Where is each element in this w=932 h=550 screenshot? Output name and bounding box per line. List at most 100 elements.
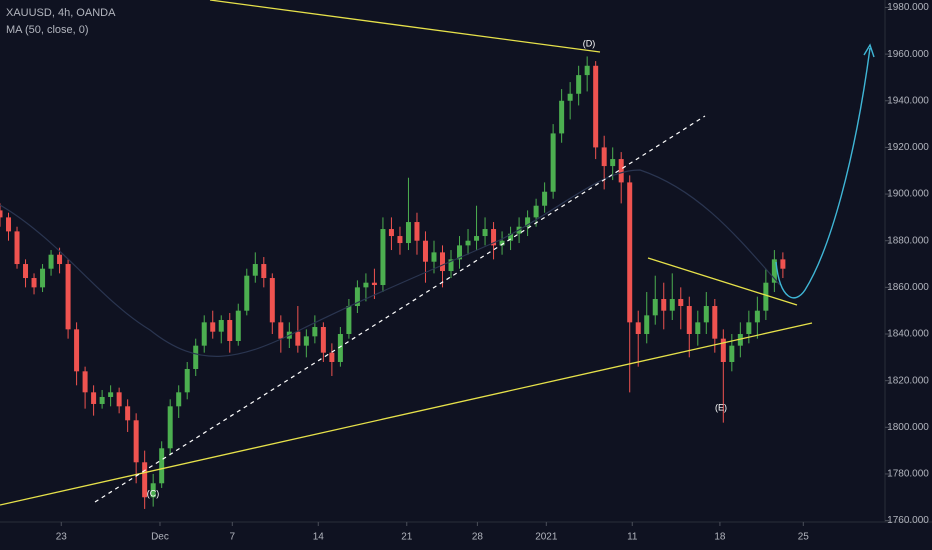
trend-line (209, 0, 601, 53)
projection-curve (775, 47, 871, 299)
candle-body (644, 315, 650, 335)
candle-body (167, 406, 173, 449)
candle-body (703, 306, 709, 323)
candle-body (618, 159, 624, 183)
candle-body (610, 159, 616, 167)
candle-body (763, 282, 769, 311)
candle-body (448, 259, 454, 272)
chart-subtitle: MA (50, close, 0) (6, 24, 89, 36)
candle-body (405, 222, 411, 244)
candle-body (737, 334, 743, 346)
candle-body (210, 322, 216, 332)
candle-body (371, 282, 377, 286)
x-tick-label: 21 (401, 532, 413, 543)
y-tick-label: 1840.000 (887, 329, 929, 340)
wave-label: (D) (583, 38, 596, 48)
candle-body (712, 306, 718, 339)
x-tick-label: Dec (151, 532, 169, 543)
candle-body (346, 306, 352, 335)
candle-body (508, 233, 514, 241)
candle-body (108, 392, 114, 397)
candle-body (201, 322, 207, 346)
candle-body (235, 310, 241, 342)
candle-body (337, 334, 343, 362)
y-tick-label: 1960.000 (887, 49, 929, 60)
candle-body (133, 420, 139, 463)
candle-body (218, 320, 224, 332)
moving-average (0, 169, 781, 357)
candle-body (499, 240, 505, 246)
trend-line (0, 322, 813, 506)
x-tick-label: 18 (714, 532, 726, 543)
candle-body (669, 299, 675, 311)
candle-body (354, 287, 360, 307)
y-tick-label: 1820.000 (887, 375, 929, 386)
candle-body (116, 392, 122, 407)
candle-body (82, 371, 88, 393)
candle-body (422, 240, 428, 262)
candle-body (771, 259, 777, 283)
candle-body (303, 336, 309, 346)
candle-body (150, 483, 156, 498)
candle-body (48, 254, 54, 269)
candle-body (780, 259, 786, 269)
candle-body (431, 252, 437, 262)
candle-body (567, 93, 573, 101)
candle-body (542, 191, 548, 206)
candle-body (661, 299, 667, 311)
candle-body (23, 264, 29, 279)
candle-body (576, 75, 582, 94)
candle-body (312, 327, 318, 337)
candle-body (397, 236, 403, 244)
candle-body (252, 264, 258, 276)
candle-body (14, 231, 20, 265)
candle-body (635, 322, 641, 335)
candle-body (584, 65, 590, 76)
y-tick-label: 1900.000 (887, 189, 929, 200)
candle-body (40, 268, 46, 288)
candle-body (550, 133, 556, 192)
candle-body (176, 392, 182, 407)
y-tick-label: 1940.000 (887, 95, 929, 106)
chart-title: XAUUSD, 4h, OANDA (6, 7, 116, 19)
candle-body (91, 392, 97, 404)
candle-body (686, 306, 692, 335)
candle-body (0, 210, 3, 218)
candle-body (746, 322, 752, 335)
candle-body (74, 329, 80, 372)
candle-body (244, 275, 250, 311)
trend-line (647, 257, 798, 306)
candle-body (720, 338, 726, 362)
y-tick-label: 1920.000 (887, 142, 929, 153)
candle-body (125, 406, 131, 421)
candle-body (261, 264, 267, 279)
y-tick-label: 1880.000 (887, 235, 929, 246)
candle-body (457, 245, 463, 260)
candle-body (482, 229, 488, 237)
candle-body (465, 240, 471, 246)
candle-body (678, 299, 684, 307)
candle-body (440, 252, 445, 272)
candle-body (729, 345, 735, 362)
candle-body (474, 236, 480, 241)
candle-body (159, 448, 165, 484)
candle-body (329, 352, 335, 362)
candle-body (533, 205, 539, 218)
candle-body (6, 217, 12, 232)
candle-body (601, 147, 607, 167)
candle-body (269, 278, 275, 323)
price-axis-bg (885, 0, 932, 550)
x-tick-label: 23 (56, 532, 68, 543)
time-axis-bg (0, 522, 932, 550)
candle-body (295, 331, 301, 346)
candle-body (593, 65, 599, 148)
y-tick-label: 1780.000 (887, 469, 929, 480)
wave-label: (E) (715, 402, 727, 412)
candle-body (184, 368, 190, 393)
candle-body (414, 222, 420, 241)
candle-body (320, 327, 326, 353)
dashed-trend-line (94, 115, 706, 503)
candle-body (627, 182, 633, 323)
